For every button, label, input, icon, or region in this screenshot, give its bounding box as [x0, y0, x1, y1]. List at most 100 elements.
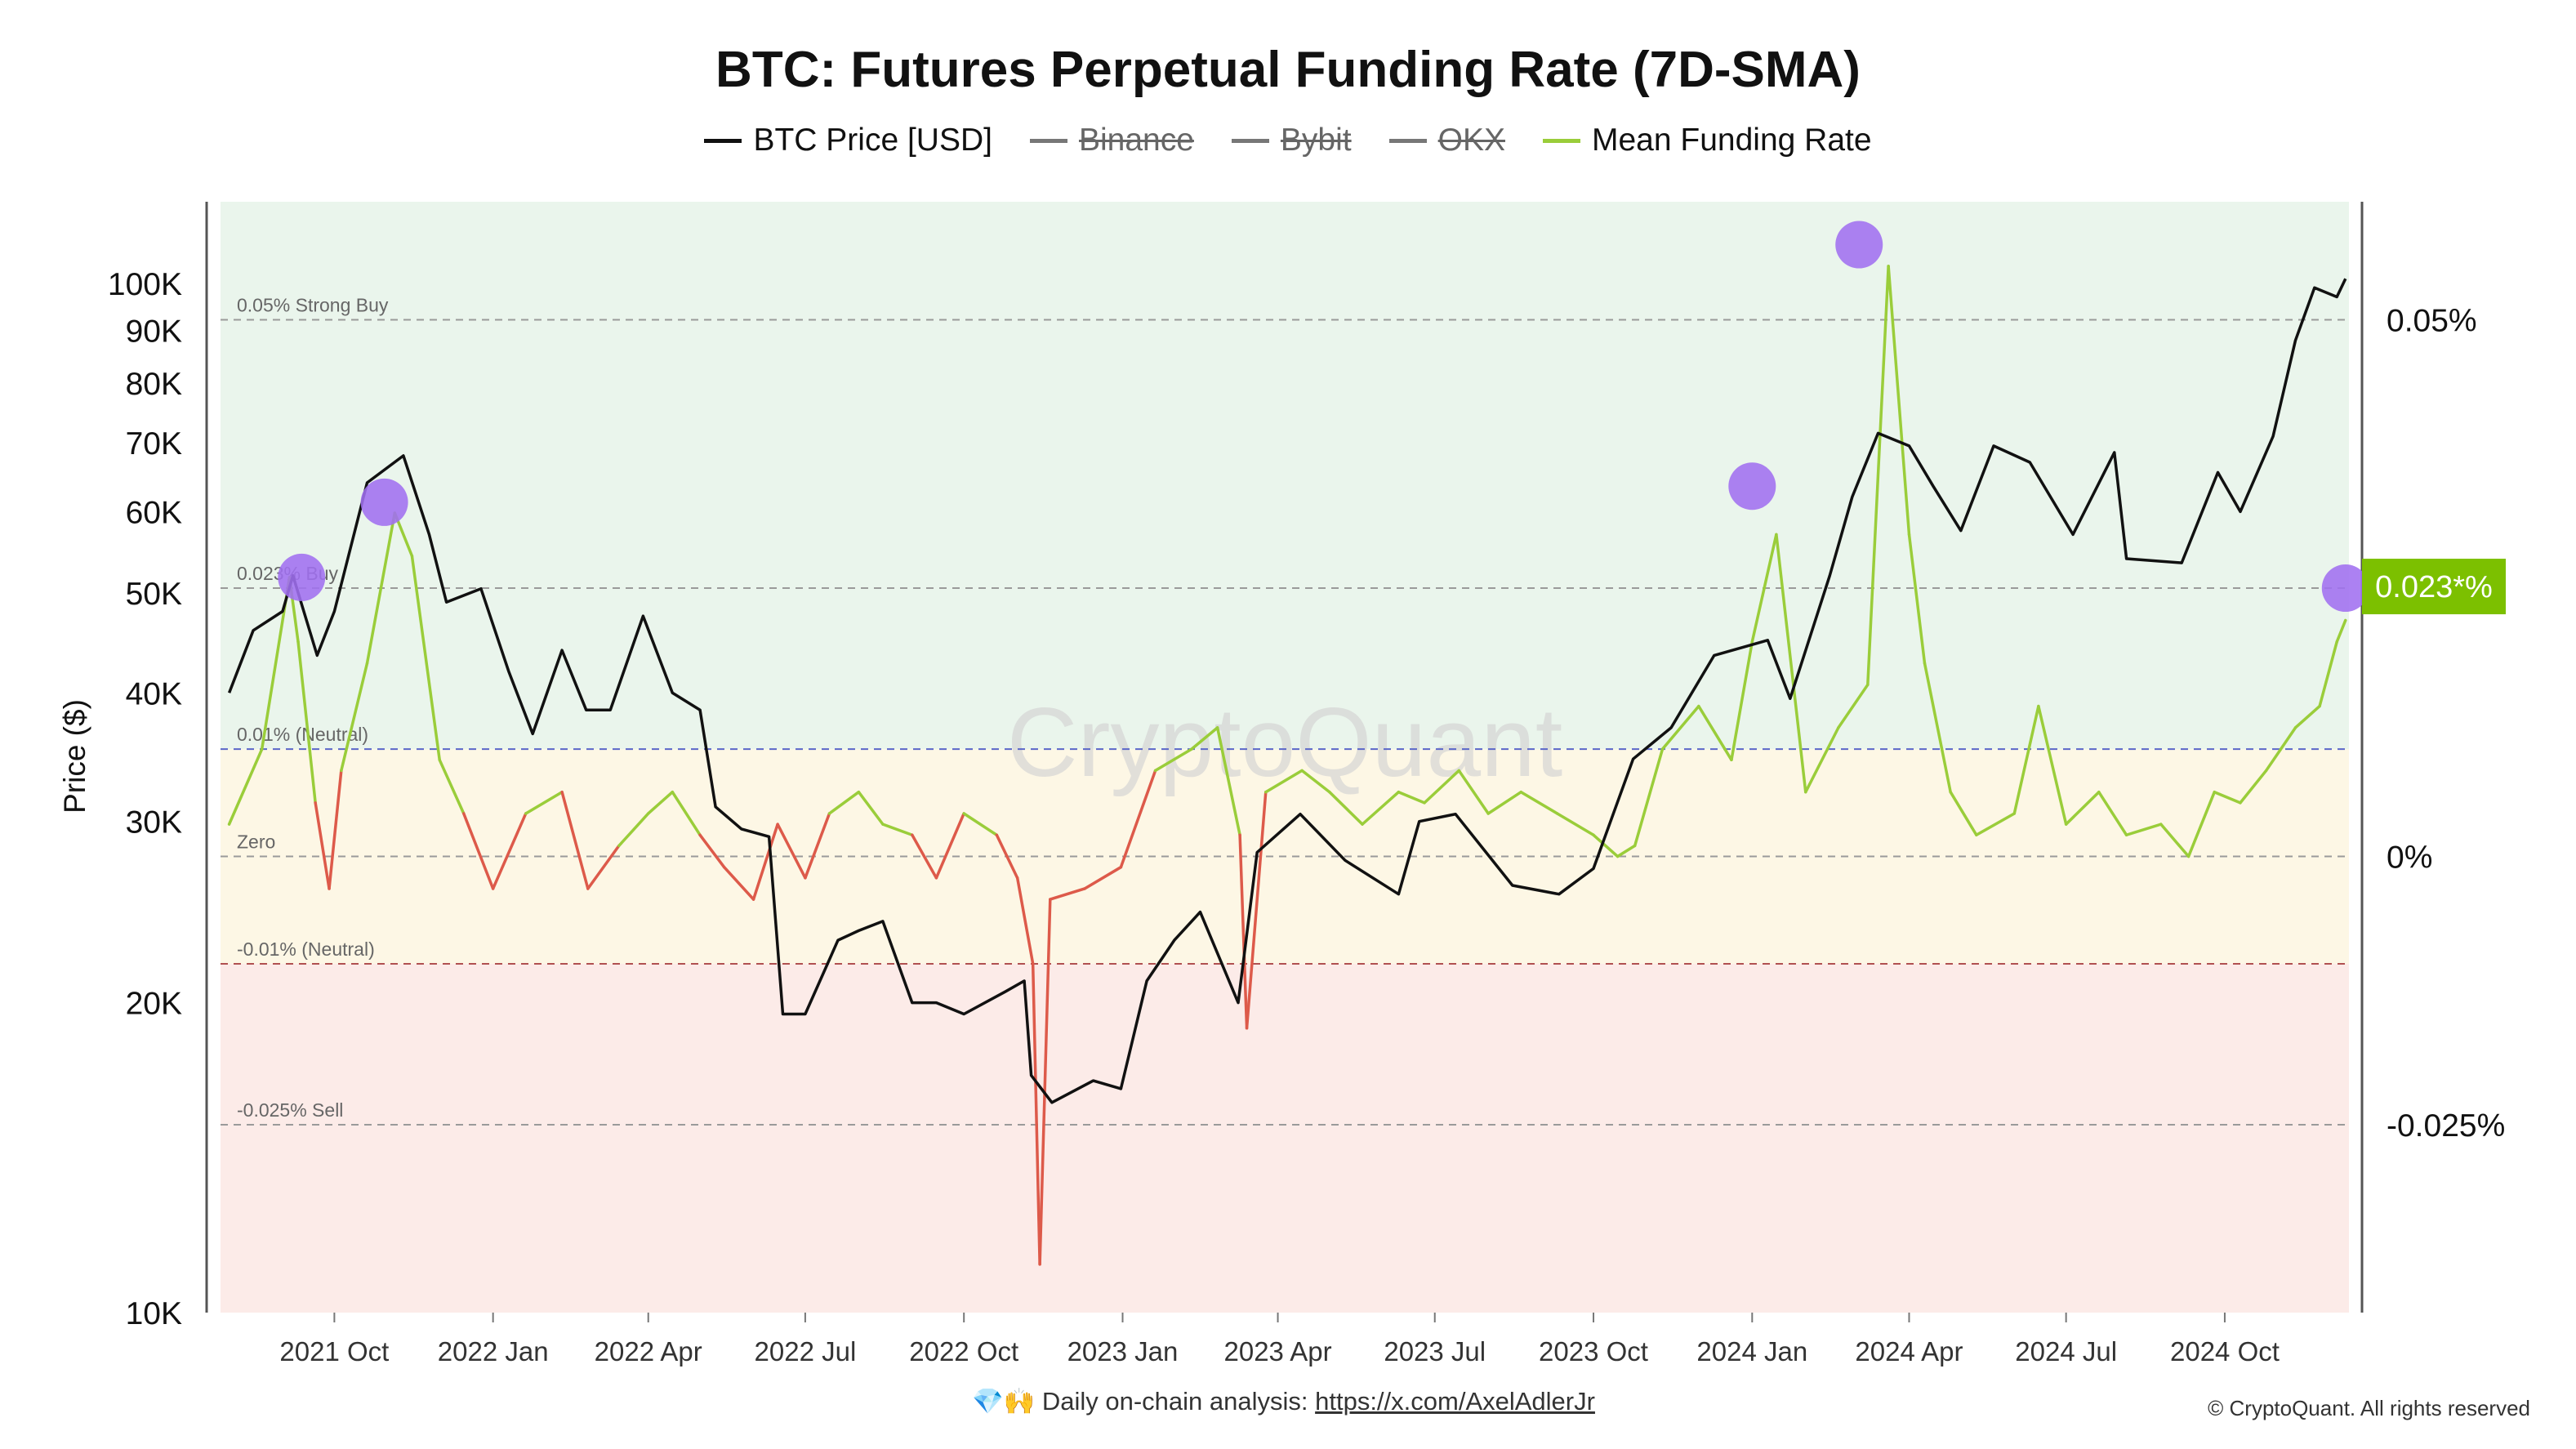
funding-rate-segment	[1633, 747, 1665, 848]
funding-rate-segment	[1923, 662, 1952, 794]
legend-label: Bybit	[1280, 123, 1352, 158]
y2-tick-label: 0%	[2387, 840, 2432, 876]
funding-rate-segment	[934, 812, 965, 880]
highlight-circle-3	[1835, 221, 1883, 269]
x-tick-label: 2024 Oct	[2170, 1336, 2280, 1367]
funding-rate-segment	[617, 812, 650, 848]
reference-label-2: 0.01% (Neutral)	[237, 724, 368, 745]
y-axis-label: Price ($)	[58, 699, 91, 814]
footer-analysis-link[interactable]: https://x.com/AxelAdlerJr	[1315, 1387, 1595, 1416]
x-tick-label: 2022 Jan	[438, 1336, 549, 1367]
current-value-label: 0.023*%	[2375, 570, 2493, 604]
funding-rate-segment	[1907, 533, 1927, 665]
legend-label: Mean Funding Rate	[1592, 123, 1872, 158]
legend-swatch	[1543, 138, 1580, 143]
highlight-circle-0	[278, 553, 326, 601]
funding-rate-segment	[2064, 790, 2101, 826]
y-tick-label: 100K	[108, 267, 182, 302]
highlight-circle-4	[2321, 564, 2369, 613]
funding-rate-segment	[1083, 865, 1123, 890]
y-tick-label: 80K	[126, 367, 182, 402]
y-tick-label: 20K	[126, 987, 182, 1022]
funding-rate-segment	[1457, 769, 1490, 815]
funding-rate-segment	[410, 554, 441, 762]
funding-rate-segment	[1949, 790, 1978, 837]
funding-rate-segment	[2213, 790, 2242, 805]
funding-rate-segment	[314, 801, 331, 890]
legend-item-3[interactable]: OKX	[1388, 123, 1505, 158]
legend-item-0[interactable]: BTC Price [USD]	[704, 123, 992, 158]
y-tick-label: 30K	[126, 805, 182, 840]
y-tick-label: 60K	[126, 495, 182, 530]
funding-rate-segment	[2293, 704, 2321, 729]
y-tick-label: 70K	[126, 426, 182, 461]
legend-label: OKX	[1437, 123, 1505, 158]
funding-rate-segment	[804, 812, 831, 880]
funding-rate-segment	[1486, 790, 1523, 815]
reference-label-0: 0.05% Strong Buy	[237, 295, 389, 316]
funding-rate-segment	[560, 790, 590, 890]
funding-rate-segment	[1837, 683, 1870, 729]
funding-rate-segment	[962, 812, 999, 837]
funding-rate-segment	[1215, 726, 1241, 837]
funding-rate-segment	[328, 769, 343, 890]
current-value-badge	[2362, 559, 2506, 615]
funding-rate-segment	[1264, 769, 1304, 794]
funding-rate-segment	[1245, 790, 1268, 1030]
legend-item-4[interactable]: Mean Funding Rate	[1543, 123, 1872, 158]
funding-rate-segment	[1015, 876, 1035, 965]
diamond-hands-icon: 💎🙌	[972, 1387, 1036, 1416]
footer-analysis-label: Daily on-chain analysis:	[1041, 1387, 1308, 1416]
funding-rate-segment	[722, 865, 755, 901]
funding-rate-segment	[1153, 747, 1193, 773]
funding-rate-segment	[1397, 790, 1426, 805]
funding-rate-segment	[2239, 769, 2268, 805]
chart-title: BTC: Futures Perpetual Funding Rate (7D-…	[715, 42, 1861, 98]
funding-rate-segment	[1519, 790, 1559, 815]
legend-item-1[interactable]: Binance	[1029, 123, 1194, 158]
funding-rate-segment	[524, 790, 564, 815]
funding-rate-segment	[1887, 265, 1911, 537]
x-tick-label: 2022 Apr	[595, 1336, 702, 1367]
funding-rate-segment	[911, 833, 938, 880]
legend-label: Binance	[1078, 123, 1194, 158]
funding-rate-segment	[2264, 726, 2297, 773]
legend-swatch	[1388, 138, 1427, 143]
funding-rate-segment	[1049, 887, 1086, 901]
funding-rate-segment	[438, 758, 466, 815]
funding-rate-segment	[462, 812, 495, 890]
reference-label-4: -0.01% (Neutral)	[237, 939, 375, 960]
funding-rate-segment	[365, 511, 397, 665]
x-tick-label: 2024 Jan	[1696, 1336, 1807, 1367]
funding-rate-segment	[1616, 844, 1637, 858]
funding-rate-segment	[1804, 726, 1840, 794]
legend-swatch	[704, 138, 742, 143]
y2-tick-label: 0.05%	[2387, 304, 2477, 339]
funding-rate-segment	[671, 790, 702, 837]
y-tick-label: 50K	[126, 577, 182, 612]
funding-rate-segment	[340, 662, 369, 773]
funding-rate-segment	[1697, 704, 1733, 762]
funding-rate-segment	[1750, 533, 1778, 644]
funding-rate-segment	[995, 833, 1019, 880]
watermark: CryptoQuant	[1007, 688, 1562, 797]
funding-rate-segment	[2097, 790, 2128, 837]
x-tick-label: 2023 Jul	[1384, 1336, 1486, 1367]
funding-rate-segment	[1238, 833, 1249, 1030]
funding-rate-segment	[2159, 823, 2190, 858]
funding-rate-segment	[1660, 704, 1700, 751]
btc-price-line	[227, 278, 2347, 1104]
reference-label-3: Zero	[237, 832, 275, 853]
funding-rate-segment	[2186, 790, 2217, 858]
funding-rate-series	[227, 265, 2347, 1266]
highlight-circle-1	[360, 478, 408, 526]
funding-rate-segment	[491, 812, 528, 890]
y-tick-label: 90K	[126, 314, 182, 349]
legend-swatch	[1029, 138, 1067, 143]
x-tick-label: 2024 Jul	[2015, 1336, 2117, 1367]
funding-rate-segment	[1555, 812, 1595, 837]
funding-rate-segment	[646, 790, 675, 815]
funding-rate-segment	[2124, 823, 2163, 837]
legend-item-2[interactable]: Bybit	[1231, 123, 1352, 158]
